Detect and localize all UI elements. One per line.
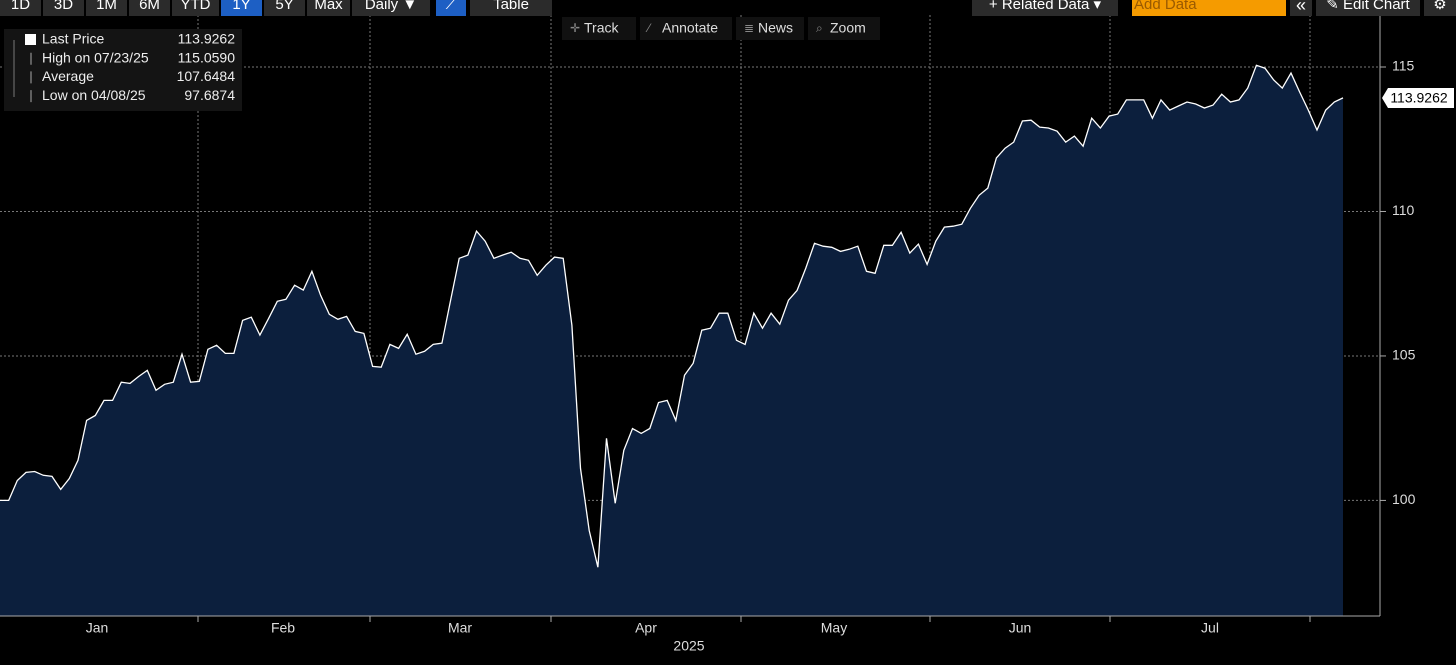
legend-label: Last Price <box>42 31 104 47</box>
legend-label: Average <box>42 68 94 84</box>
x-tick-label: Jul <box>1201 620 1219 636</box>
legend-icon <box>25 34 36 45</box>
x-tick-label: Jan <box>86 620 109 636</box>
legend-value: 113.9262 <box>178 31 236 47</box>
toolbar-button[interactable]: 3D <box>43 0 84 16</box>
toolbar-button[interactable]: « <box>1290 0 1312 16</box>
legend-value: 115.0590 <box>178 49 236 65</box>
chart-tool-button[interactable] <box>736 17 804 40</box>
toolbar-button[interactable]: Max <box>307 0 350 16</box>
legend-value: 97.6874 <box>184 87 235 103</box>
chart-tool-button[interactable] <box>640 17 732 40</box>
chart-tool-icon: ≣ <box>744 21 754 35</box>
toolbar-button[interactable]: 1M <box>86 0 127 16</box>
chart-tool-label: Annotate <box>662 20 718 36</box>
chart-tool-label: Zoom <box>830 20 866 36</box>
legend: Last Price 113.9262 High on 07/23/25 115.05… <box>4 29 242 111</box>
y-tick-label: 115 <box>1392 58 1415 74</box>
x-tick-label: Feb <box>271 620 295 636</box>
chart-tool-button[interactable] <box>562 17 636 40</box>
legend-value: 107.6484 <box>177 68 236 84</box>
x-tick-label: May <box>821 620 847 636</box>
chart-tool-button[interactable] <box>808 17 880 40</box>
y-tick-label: 105 <box>1392 347 1416 363</box>
toolbar-button[interactable]: 5Y <box>264 0 305 16</box>
toolbar-button[interactable]: ✎ Edit Chart <box>1316 0 1420 16</box>
chart-tool-icon: ✛ <box>570 21 580 35</box>
area <box>0 65 1343 617</box>
toolbar-button[interactable]: + Related Data ▾ <box>972 0 1118 16</box>
settings-icon[interactable]: ⚙ <box>1424 0 1456 16</box>
toolbar-button[interactable]: YTD <box>172 0 219 16</box>
chart-tool-label: Track <box>584 20 619 36</box>
x-tick-label: Mar <box>448 620 472 636</box>
chart-tool-icon: ⌕ <box>816 21 823 35</box>
legend-box <box>4 29 242 111</box>
last-price-tag-label: 113.9262 <box>1390 90 1448 106</box>
toolbar-button[interactable]: 6M <box>129 0 170 16</box>
toolbar-button[interactable]: Daily ▼ <box>352 0 430 16</box>
toolbar-button[interactable]: Add Data <box>1132 0 1286 16</box>
toolbar-button[interactable]: 1Y <box>221 0 262 16</box>
legend-label: High on 07/23/25 <box>42 49 149 65</box>
y-tick-label: 110 <box>1392 202 1415 218</box>
legend-label: Low on 04/08/25 <box>42 87 146 103</box>
chart-type-icon[interactable]: ⟋ <box>436 0 466 16</box>
x-axis-year: 2025 <box>673 638 704 654</box>
last-price-tag <box>1382 88 1454 109</box>
line <box>0 64 1344 568</box>
x-tick-label: Apr <box>635 620 657 636</box>
y-tick-label: 100 <box>1392 491 1416 507</box>
toolbar-button[interactable]: 1D <box>0 0 41 16</box>
toolbar-button[interactable]: Table <box>470 0 552 16</box>
x-tick-label: Jun <box>1009 620 1032 636</box>
chart-tool-icon: ⁄ <box>645 21 652 35</box>
chart-tool-label: News <box>758 20 793 36</box>
